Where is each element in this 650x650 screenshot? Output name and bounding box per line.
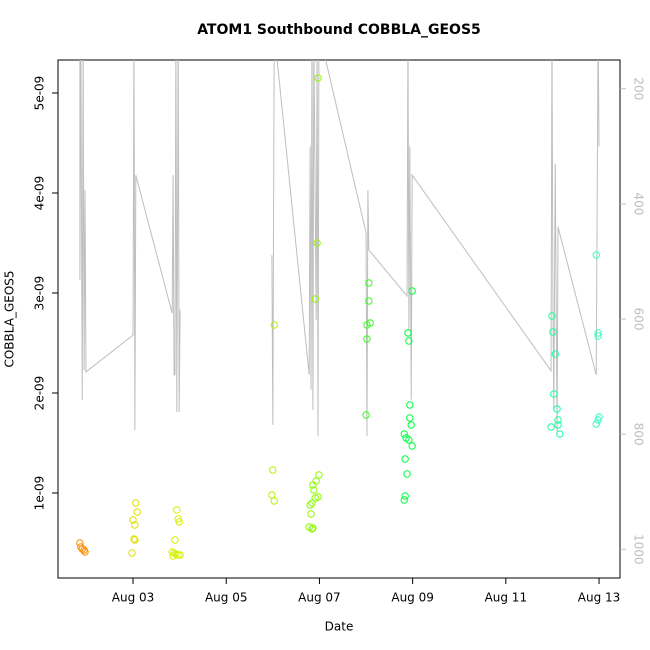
data-point <box>554 416 562 424</box>
data-point <box>405 436 413 444</box>
data-point <box>592 251 600 259</box>
y-tick-label: 2e-09 <box>33 376 47 411</box>
data-point <box>401 492 409 500</box>
data-point <box>553 405 561 413</box>
data-point <box>550 390 558 398</box>
x-tick-label: Aug 03 <box>112 591 155 605</box>
data-point <box>173 506 181 514</box>
y-tick-label: 3e-09 <box>33 276 47 311</box>
x-tick-label: Aug 07 <box>298 591 341 605</box>
data-point <box>311 494 319 502</box>
y-tick-label: 1e-09 <box>33 476 47 511</box>
data-point <box>408 442 416 450</box>
x-tick-label: Aug 05 <box>205 591 248 605</box>
data-point <box>407 421 415 429</box>
data-point <box>306 501 314 509</box>
data-point <box>403 470 411 478</box>
data-point <box>174 515 182 523</box>
y2-tick-label: 800 <box>632 423 646 446</box>
data-point <box>314 74 322 82</box>
data-point <box>128 549 136 557</box>
y2-tick-label: 600 <box>632 308 646 331</box>
data-point <box>406 414 414 422</box>
data-point <box>400 496 408 504</box>
y-tick-label: 4e-09 <box>33 176 47 211</box>
data-point <box>365 297 373 305</box>
data-point <box>130 535 138 543</box>
data-point <box>556 430 564 438</box>
plot-area <box>76 60 603 560</box>
data-point <box>270 497 278 505</box>
data-point <box>311 295 319 303</box>
data-point <box>269 466 277 474</box>
data-point <box>309 524 317 532</box>
data-point <box>548 312 556 320</box>
pressure-line <box>79 60 600 436</box>
x-tick-label: Aug 11 <box>485 591 528 605</box>
data-point <box>595 413 603 421</box>
chart-title: ATOM1 Southbound COBBLA_GEOS5 <box>197 22 481 38</box>
data-point <box>549 328 557 336</box>
data-point <box>307 510 315 518</box>
data-point <box>547 423 555 431</box>
data-point <box>171 536 179 544</box>
data-point <box>363 321 371 329</box>
data-point <box>132 499 140 507</box>
data-point <box>592 420 600 428</box>
data-point <box>362 411 370 419</box>
data-point <box>408 287 416 295</box>
data-point <box>594 416 602 424</box>
data-point <box>131 521 139 529</box>
data-point <box>313 239 321 247</box>
data-point <box>310 486 318 494</box>
x-tick-label: Aug 09 <box>391 591 434 605</box>
data-point <box>400 430 408 438</box>
data-point <box>131 536 139 544</box>
data-point <box>308 525 316 533</box>
y-axis-label: COBBLA_GEOS5 <box>3 270 17 367</box>
data-point <box>174 551 182 559</box>
data-point <box>133 508 141 516</box>
data-point <box>554 421 562 429</box>
data-point <box>309 481 317 489</box>
data-point <box>308 499 316 507</box>
data-point <box>169 552 177 560</box>
data-point <box>594 329 602 337</box>
data-point <box>315 471 323 479</box>
y2-tick-label: 200 <box>632 77 646 100</box>
data-point <box>401 455 409 463</box>
data-point <box>129 516 137 524</box>
x-axis-label: Date <box>325 620 354 634</box>
y2-tick-label: 400 <box>632 192 646 215</box>
data-point <box>406 401 414 409</box>
data-point <box>594 332 602 340</box>
y-tick-label: 5e-09 <box>33 76 47 111</box>
data-point <box>176 551 184 559</box>
data-point <box>404 329 412 337</box>
data-point <box>365 279 373 287</box>
data-point <box>551 350 559 358</box>
data-point <box>270 321 278 329</box>
y2-tick-label: 1000 <box>632 534 646 565</box>
x-tick-label: Aug 13 <box>578 591 621 605</box>
data-point <box>405 337 413 345</box>
data-point <box>363 335 371 343</box>
data-point <box>175 518 183 526</box>
data-point <box>81 548 89 556</box>
